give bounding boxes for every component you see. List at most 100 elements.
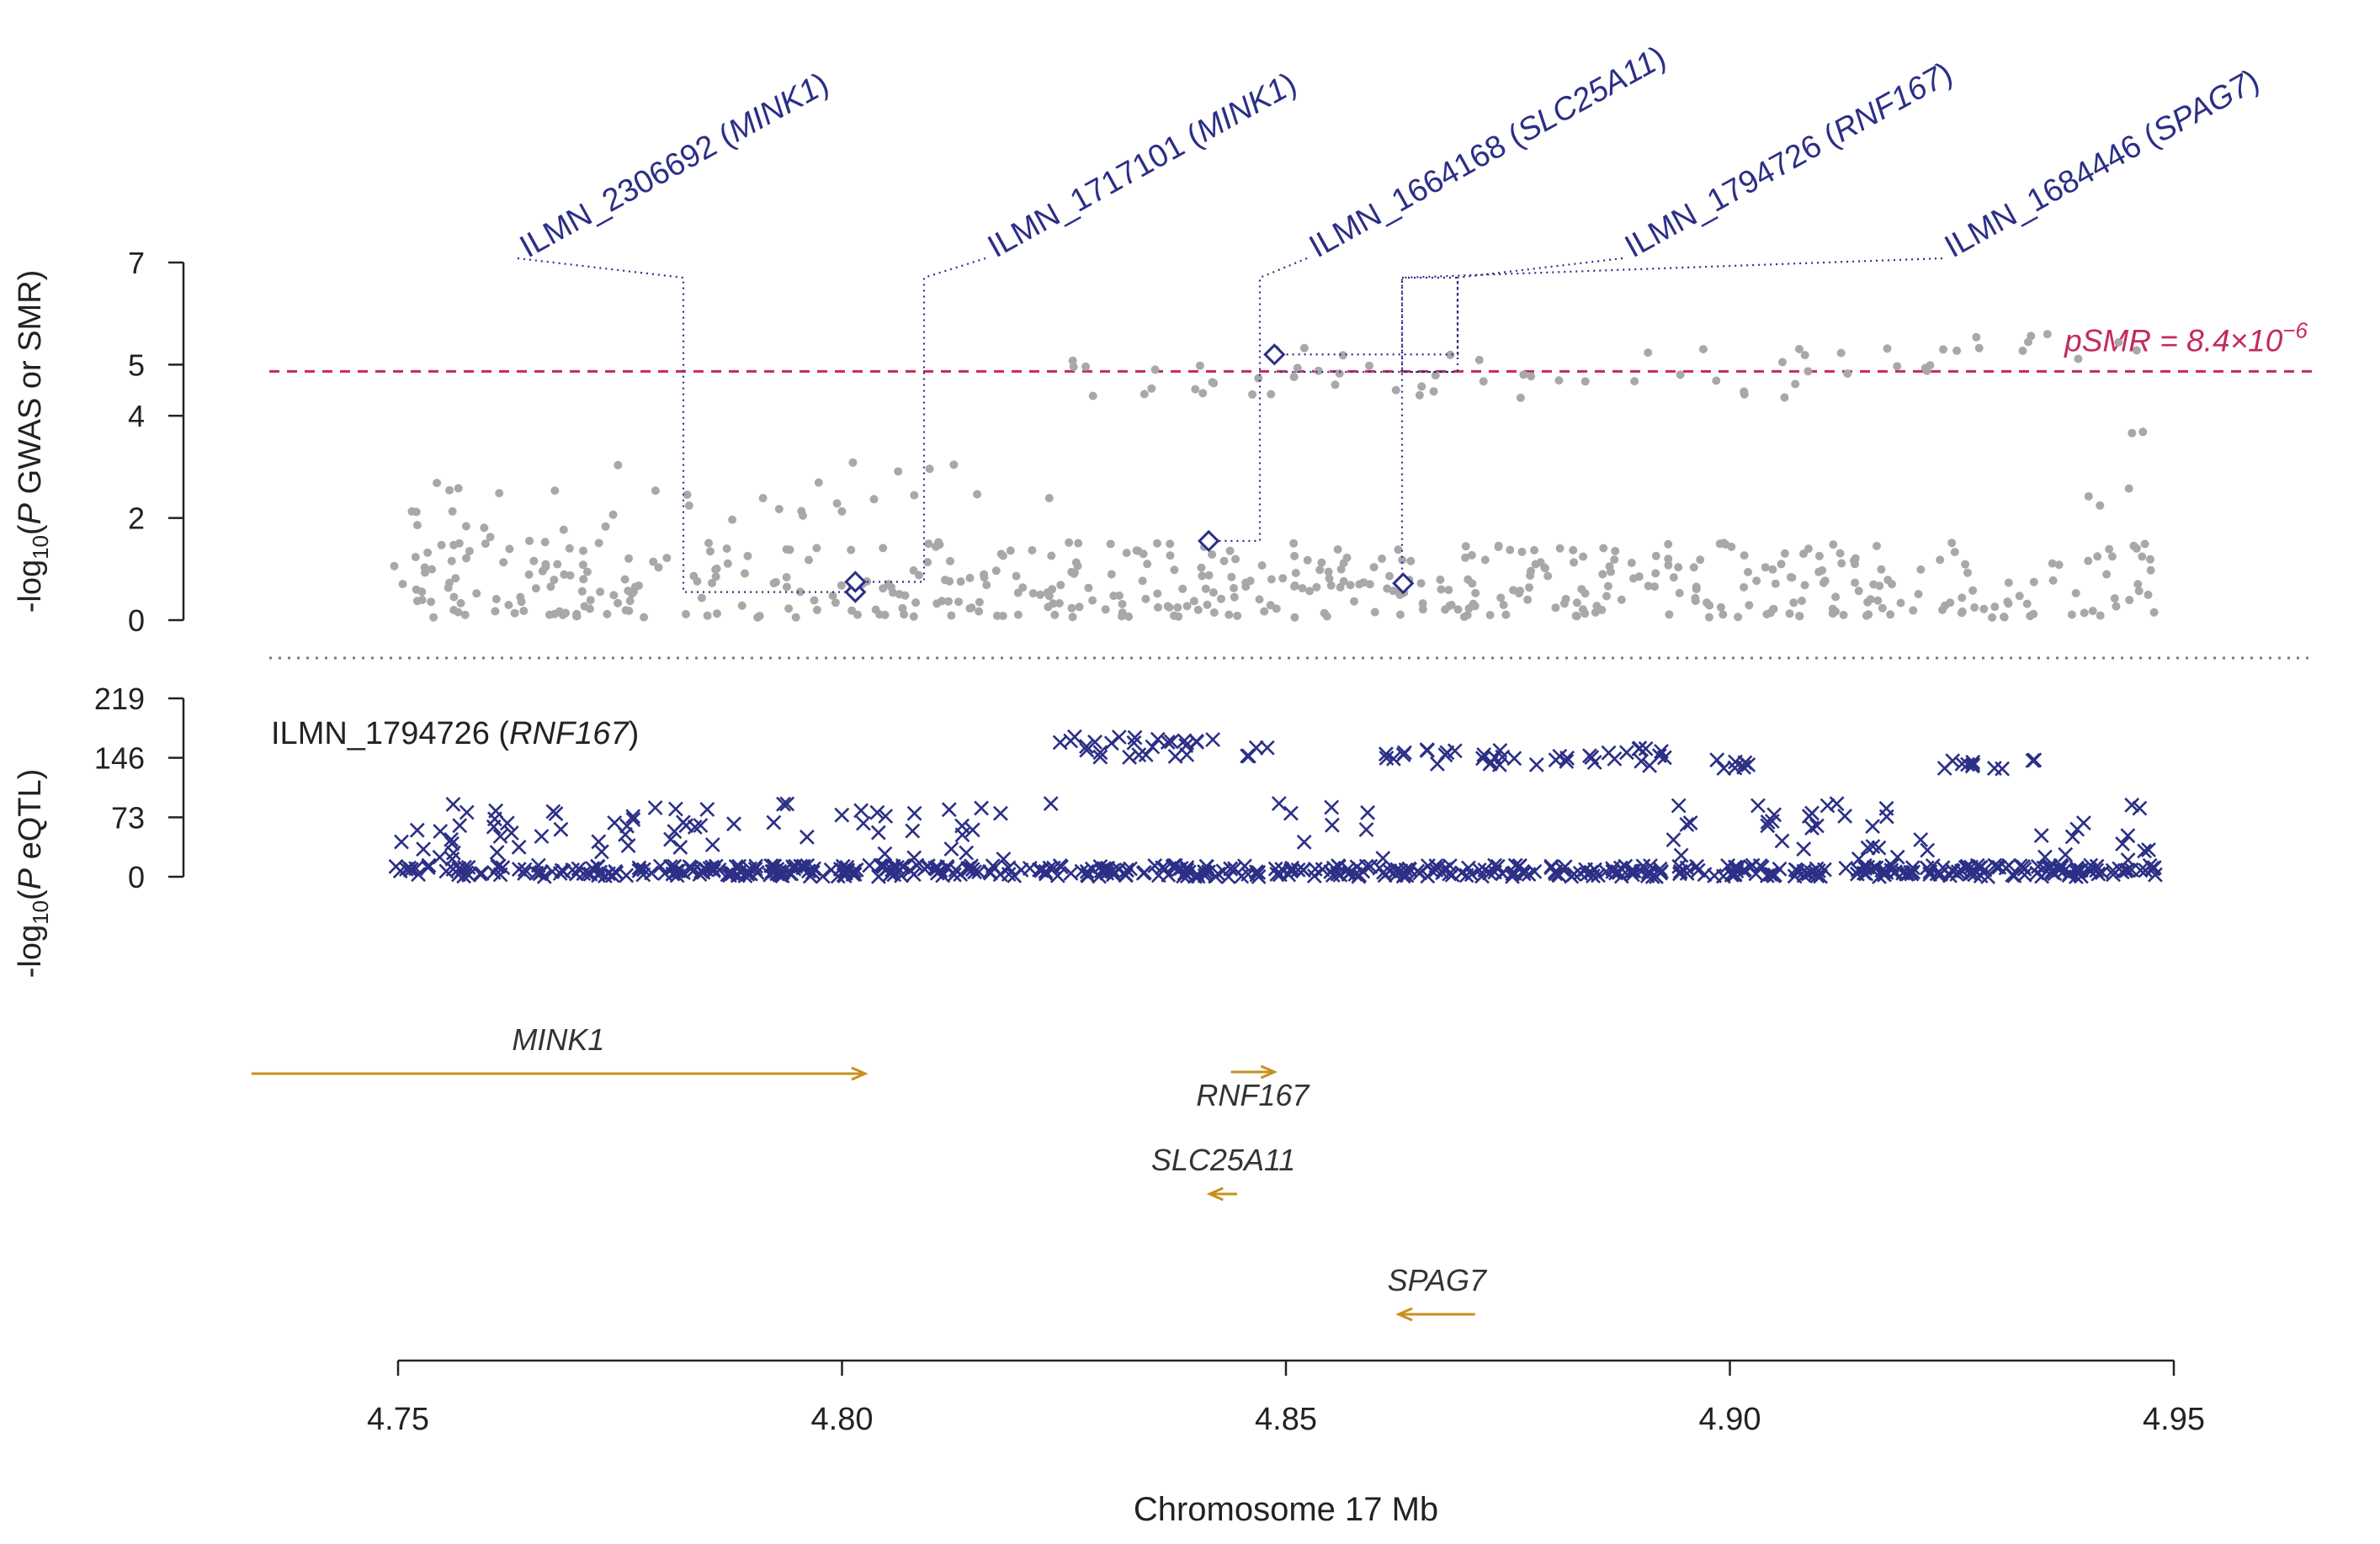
gwas-point xyxy=(956,577,965,586)
gwas-point xyxy=(1740,551,1749,560)
gwas-point xyxy=(1088,391,1097,401)
gwas-point xyxy=(1517,547,1527,556)
gwas-point xyxy=(1153,539,1161,548)
gwas-point xyxy=(565,544,574,553)
eqtl-point xyxy=(1528,756,1544,772)
eqtl-point xyxy=(445,861,461,877)
gene-label-spag7: SPAG7 xyxy=(1388,1263,1488,1297)
gwas-point xyxy=(812,544,821,553)
gwas-point xyxy=(1862,611,1871,620)
eqtl-point xyxy=(1671,798,1687,814)
probe-highlight-box xyxy=(1400,276,1459,374)
eqtl-point xyxy=(1425,863,1441,879)
gwas-point xyxy=(2114,337,2123,347)
gwas-point xyxy=(1044,592,1054,601)
eqtl-point xyxy=(1766,807,1782,823)
gwas-point xyxy=(1075,602,1084,612)
gwas-point xyxy=(594,539,603,548)
gwas-point xyxy=(437,540,446,549)
eqtl-point xyxy=(1736,759,1751,775)
eqtl-point xyxy=(1179,746,1195,762)
gwas-point xyxy=(1603,581,1612,591)
eqtl-point xyxy=(2089,858,2105,874)
eqtl-point xyxy=(1804,820,1820,836)
gwas-point xyxy=(1299,343,1309,353)
eqtl-point xyxy=(1043,796,1059,812)
eqtl-point xyxy=(2069,860,2085,876)
gwas-point xyxy=(1118,599,1127,608)
gwas-point xyxy=(1734,613,1743,622)
gwas-point xyxy=(911,598,921,608)
gwas-point xyxy=(1818,565,1827,575)
gwas-point xyxy=(538,566,547,576)
gwas-point xyxy=(758,494,768,502)
gwas-point xyxy=(1580,377,1590,386)
gwas-point xyxy=(1106,539,1115,549)
gwas-point xyxy=(1227,572,1236,581)
gwas-point xyxy=(1467,550,1476,560)
gwas-point xyxy=(2054,560,2064,570)
gwas-point xyxy=(847,606,857,615)
gwas-point xyxy=(954,597,963,607)
eqtl-point xyxy=(2043,858,2059,874)
eqtl-point xyxy=(2075,815,2091,831)
gwas-point xyxy=(945,576,954,586)
smr-probe-marker xyxy=(844,570,867,593)
gwas-point xyxy=(1715,539,1724,549)
gwas-point xyxy=(491,607,500,616)
gwas-point xyxy=(417,596,427,604)
gwas-point xyxy=(711,572,720,581)
bottom-y-tick-label: 0 xyxy=(128,860,145,894)
gwas-point xyxy=(967,603,976,613)
gwas-point xyxy=(1494,541,1503,550)
gwas-point xyxy=(1916,565,1926,574)
gwas-point xyxy=(1173,603,1182,612)
eqtl-point xyxy=(799,829,815,845)
gwas-point xyxy=(1081,362,1091,371)
gwas-point xyxy=(1972,332,1981,342)
gwas-point xyxy=(2112,602,2121,611)
gwas-point xyxy=(1712,376,1721,385)
gwas-point xyxy=(428,565,437,574)
gwas-point xyxy=(1936,555,1945,565)
gwas-point xyxy=(1193,605,1203,614)
gwas-point xyxy=(2067,610,2076,619)
eqtl-point xyxy=(1618,745,1634,761)
gwas-point xyxy=(540,538,550,547)
gwas-point xyxy=(1069,363,1078,371)
gwas-point xyxy=(1013,610,1023,619)
x-axis-label: Chromosome 17 Mb xyxy=(1134,1491,1438,1528)
gwas-points xyxy=(390,330,2159,622)
gwas-point xyxy=(1436,576,1445,584)
gwas-point xyxy=(1317,558,1326,567)
gwas-point xyxy=(541,560,550,569)
gwas-point xyxy=(1559,599,1569,608)
gwas-point xyxy=(1851,578,1860,587)
gwas-point xyxy=(444,583,453,592)
eqtl-point xyxy=(432,849,448,865)
gwas-point xyxy=(2107,552,2117,561)
gwas-point xyxy=(1140,390,1149,399)
gwas-point xyxy=(1525,583,1533,592)
eqtl-point xyxy=(1210,866,1226,882)
gwas-point xyxy=(1278,574,1288,583)
gwas-point xyxy=(992,611,1001,620)
gwas-point xyxy=(1417,382,1426,391)
gwas-point xyxy=(1230,592,1239,602)
eqtl-point xyxy=(1631,740,1647,756)
eqtl-point xyxy=(571,861,587,877)
eqtl-point xyxy=(1177,865,1193,881)
gwas-point xyxy=(2124,484,2133,493)
eqtl-point xyxy=(930,859,945,875)
eqtl-point xyxy=(1829,796,1845,812)
eqtl-point xyxy=(1046,860,1061,876)
gwas-point xyxy=(624,586,633,596)
eqtl-point xyxy=(964,822,980,838)
gwas-point xyxy=(2029,577,2038,586)
eqtl-point xyxy=(1634,863,1650,879)
gwas-point xyxy=(1416,579,1426,588)
gwas-point xyxy=(423,548,433,557)
top-y-tick-label: 2 xyxy=(128,501,145,536)
eqtl-point xyxy=(620,838,636,854)
gwas-point xyxy=(1543,571,1553,581)
